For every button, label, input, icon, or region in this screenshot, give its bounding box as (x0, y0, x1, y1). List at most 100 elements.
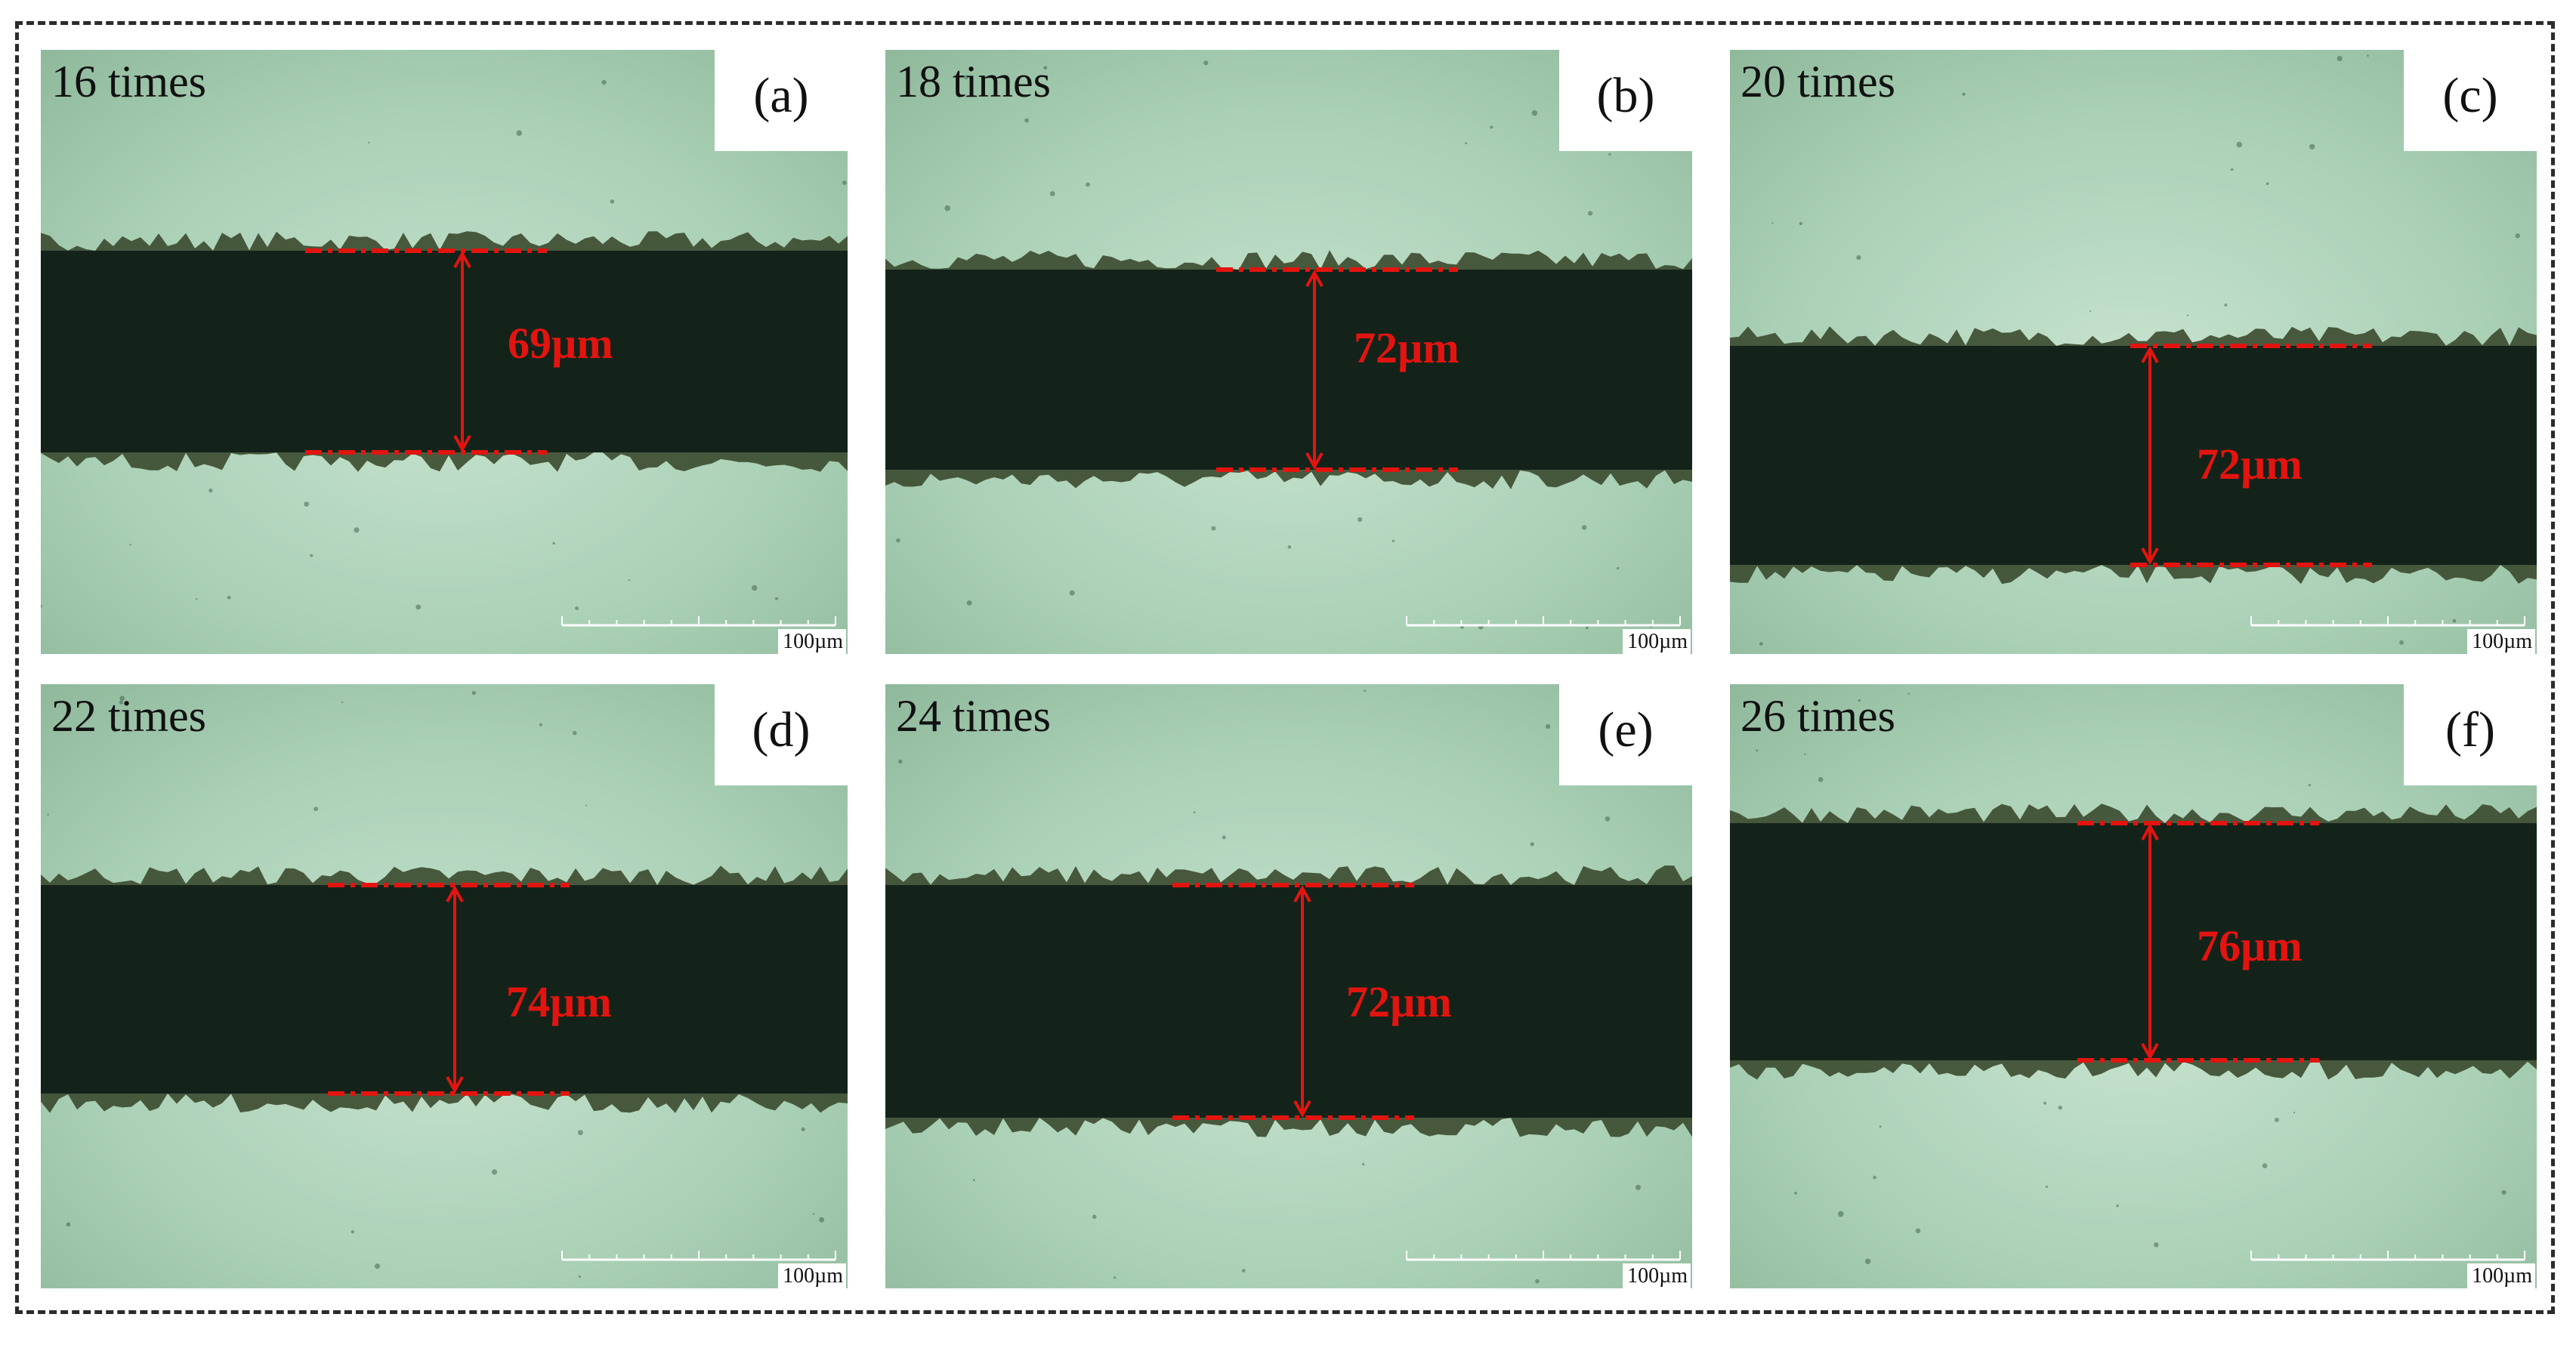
panel-caption: 22 times (51, 691, 206, 741)
debris-speck (801, 1127, 805, 1132)
debris-speck (415, 604, 422, 610)
debris-speck (2262, 1163, 2268, 1168)
debris-speck (842, 180, 847, 185)
debris-speck (610, 199, 615, 204)
groove-width-label: 72µm (1354, 323, 1459, 372)
debris-speck (1858, 699, 1861, 702)
debris-speck (1864, 1258, 1871, 1264)
debris-speck (208, 488, 213, 493)
groove-bottom-rim (885, 465, 1692, 489)
debris-speck (375, 1263, 380, 1269)
debris-speck (752, 585, 758, 591)
debris-speck (2187, 314, 2189, 316)
debris-speck (1873, 1175, 1876, 1180)
debris-speck (1211, 526, 1216, 531)
laser-groove (885, 885, 1692, 1118)
debris-speck (1357, 517, 1363, 523)
groove-width-label: 72µm (2197, 440, 2303, 489)
micrograph-e (885, 684, 1692, 1288)
debris-speck (552, 541, 555, 545)
debris-speck (1092, 1214, 1097, 1219)
panel-caption: 16 times (51, 57, 206, 106)
debris-speck (1203, 60, 1209, 66)
debris-speck (1465, 142, 1467, 145)
debris-speck (1771, 222, 1774, 224)
micrograph-b (885, 50, 1692, 654)
debris-speck (227, 595, 231, 600)
arrow-head-bottom (1305, 452, 1324, 470)
debris-speck (310, 554, 314, 557)
debris-speck (351, 1230, 354, 1234)
debris-speck (341, 701, 344, 703)
debris-speck (354, 527, 360, 533)
debris-speck (1391, 539, 1395, 542)
panel-letter-box: (b) (1559, 50, 1692, 151)
arrow-head-bottom (1293, 1100, 1311, 1118)
debris-speck (2089, 310, 2092, 313)
debris-speck (195, 598, 198, 600)
debris-speck (966, 600, 972, 606)
panel-d: 22 times (d) 74µm 100µm (41, 684, 848, 1288)
laser-groove (41, 885, 848, 1094)
scale-bar-label: 100µm (778, 1263, 846, 1288)
debris-speck (368, 141, 370, 144)
debris-speck (2058, 1106, 2062, 1110)
debris-speck (1635, 1184, 1642, 1190)
debris-speck (2116, 1205, 2119, 1208)
micrograph-f (1730, 684, 2537, 1288)
debris-speck (1608, 153, 1611, 156)
debris-speck (1530, 842, 1534, 847)
arrow-head-top (2141, 345, 2159, 363)
debris-speck (304, 501, 310, 507)
debris-speck (1756, 749, 1759, 752)
debris-speck (1759, 642, 1763, 646)
debris-speck (1799, 221, 1803, 226)
debris-speck (2293, 1112, 2296, 1114)
arrow-head-top (1305, 269, 1324, 287)
debris-speck (1546, 723, 1551, 729)
debris-speck (1907, 693, 1910, 695)
groove-width-label: 74µm (506, 977, 612, 1026)
panel-letter-box: (d) (715, 684, 848, 785)
debris-speck (1962, 92, 1966, 96)
groove-width-label: 69µm (508, 319, 613, 368)
debris-speck (1364, 689, 1367, 693)
debris-speck (491, 1169, 498, 1175)
arrow-head-bottom (453, 435, 471, 453)
groove-top-rim (41, 231, 848, 255)
panel-letter: (f) (2445, 702, 2495, 757)
debris-speck (1242, 1269, 1246, 1273)
debris-speck (1531, 110, 1538, 116)
debris-speck (1915, 1228, 1921, 1234)
debris-speck (2515, 233, 2520, 239)
debris-speck (2154, 1242, 2159, 1248)
debris-speck (1856, 255, 1861, 261)
debris-speck (1617, 566, 1620, 570)
debris-speck (119, 696, 125, 701)
debris-speck (2045, 1185, 2048, 1188)
debris-speck (1287, 545, 1292, 549)
debris-speck (585, 804, 588, 807)
debris-speck (1605, 816, 1611, 822)
debris-speck (539, 723, 543, 726)
debris-speck (573, 730, 577, 736)
debris-speck (898, 759, 903, 764)
laser-groove (1730, 346, 2537, 565)
arrow-head-top (446, 884, 464, 902)
arrow-head-top (1293, 884, 1311, 902)
debris-speck (628, 579, 631, 581)
panel-letter: (a) (753, 68, 809, 123)
laser-groove (885, 270, 1692, 470)
debris-speck (1588, 211, 1593, 216)
micrograph-c (1730, 50, 2537, 654)
debris-speck (41, 604, 42, 608)
debris-speck (47, 813, 49, 816)
debris-speck (1024, 118, 1029, 123)
debris-speck (2224, 303, 2228, 307)
debris-speck (944, 205, 950, 211)
laser-groove (1730, 823, 2537, 1060)
debris-speck (1804, 753, 1806, 755)
debris-speck (1837, 1211, 1844, 1217)
panel-caption: 20 times (1740, 57, 1895, 106)
scale-bar-label: 100µm (2467, 629, 2535, 654)
